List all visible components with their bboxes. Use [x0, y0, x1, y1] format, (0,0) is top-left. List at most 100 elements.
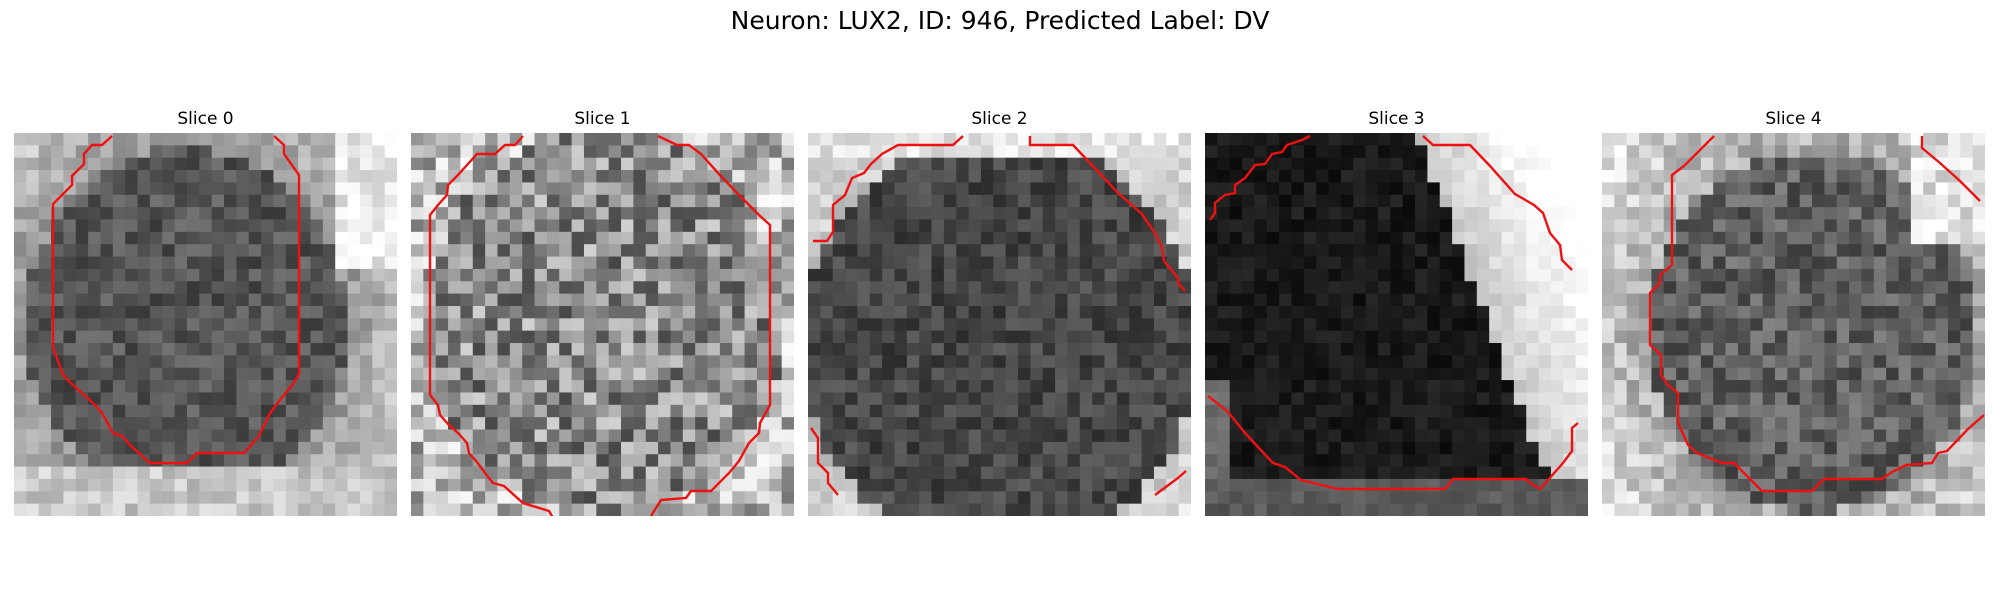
- pixel: [298, 466, 312, 480]
- pixel: [559, 219, 573, 233]
- pixel: [719, 367, 733, 381]
- pixel: [186, 503, 200, 516]
- pixel: [931, 491, 945, 505]
- pixel: [943, 330, 957, 344]
- pixel: [1824, 231, 1838, 245]
- pixel: [1737, 380, 1751, 394]
- pixel: [719, 145, 733, 159]
- pixel: [1279, 244, 1293, 258]
- pixel: [980, 268, 994, 282]
- pixel: [1055, 182, 1069, 196]
- pixel: [608, 417, 622, 431]
- pixel: [1328, 231, 1342, 245]
- pixel: [1526, 417, 1540, 431]
- pixel: [1390, 343, 1404, 356]
- pixel: [497, 219, 511, 233]
- pixel: [682, 268, 696, 282]
- pixel: [707, 231, 721, 245]
- pixel: [993, 305, 1007, 319]
- pixel: [322, 330, 336, 344]
- pixel: [162, 392, 176, 406]
- pixel: [1787, 343, 1801, 356]
- pixel: [670, 157, 684, 171]
- pixel: [1242, 417, 1256, 431]
- pixel: [273, 194, 287, 208]
- pixel: [1415, 454, 1428, 468]
- pixel: [1861, 454, 1875, 468]
- pixel: [14, 454, 27, 468]
- pixel: [1205, 293, 1218, 307]
- pixel: [1427, 305, 1441, 319]
- pixel: [1861, 157, 1875, 171]
- pixel: [1725, 417, 1739, 431]
- pixel: [596, 268, 610, 282]
- pixel: [236, 380, 250, 394]
- pixel: [1774, 355, 1788, 369]
- pixel: [174, 392, 188, 406]
- pixel: [1205, 404, 1218, 418]
- pixel: [1550, 318, 1564, 332]
- pixel: [1676, 441, 1690, 455]
- pixel: [1217, 268, 1231, 282]
- pixel: [485, 466, 499, 480]
- pixel: [162, 404, 176, 418]
- pixel: [149, 417, 163, 431]
- pixel: [261, 133, 275, 146]
- pixel: [608, 503, 622, 516]
- pixel: [1340, 380, 1354, 394]
- pixel: [695, 231, 709, 245]
- pixel: [756, 404, 770, 418]
- pixel: [1513, 355, 1527, 369]
- pixel: [980, 293, 994, 307]
- pixel: [1365, 466, 1379, 480]
- pixel: [1316, 182, 1330, 196]
- pixel: [1873, 478, 1887, 492]
- pixel: [75, 268, 89, 282]
- pixel: [756, 454, 770, 468]
- pixel: [1563, 355, 1577, 369]
- pixel: [633, 466, 647, 480]
- pixel: [993, 355, 1007, 369]
- pixel: [162, 441, 176, 455]
- pixel: [769, 343, 783, 356]
- pixel: [845, 343, 859, 356]
- pixel: [906, 231, 920, 245]
- pixel: [1377, 380, 1391, 394]
- pixel: [224, 478, 237, 492]
- pixel: [211, 157, 225, 171]
- pixel: [211, 268, 225, 282]
- pixel: [869, 503, 883, 516]
- pixel: [931, 367, 945, 381]
- pixel: [1713, 380, 1727, 394]
- pixel: [756, 281, 770, 295]
- pixel: [695, 503, 709, 516]
- pixel: [1242, 491, 1256, 505]
- pixel: [211, 367, 225, 381]
- pixel: [359, 182, 373, 196]
- pixel: [882, 268, 896, 282]
- pixel: [1787, 170, 1801, 184]
- pixel: [1501, 441, 1515, 455]
- pixel: [906, 417, 920, 431]
- pixel: [769, 478, 783, 492]
- pixel: [1005, 503, 1019, 516]
- pixel: [1153, 343, 1167, 356]
- pixel: [1812, 231, 1825, 245]
- pixel: [1229, 429, 1243, 443]
- pixel: [1217, 318, 1231, 332]
- pixel: [1688, 491, 1702, 505]
- pixel: [1464, 380, 1478, 394]
- pixel: [298, 194, 312, 208]
- pixel: [658, 466, 672, 480]
- pixel: [1526, 207, 1540, 221]
- pixel: [1923, 145, 1937, 159]
- pixel: [411, 330, 424, 344]
- pixel: [1812, 182, 1825, 196]
- pixel: [1750, 194, 1764, 208]
- pixel: [1923, 318, 1937, 332]
- pixel: [1501, 145, 1515, 159]
- pixel: [919, 305, 933, 319]
- pixel: [832, 330, 846, 344]
- pixel: [1861, 392, 1875, 406]
- pixel: [411, 441, 424, 455]
